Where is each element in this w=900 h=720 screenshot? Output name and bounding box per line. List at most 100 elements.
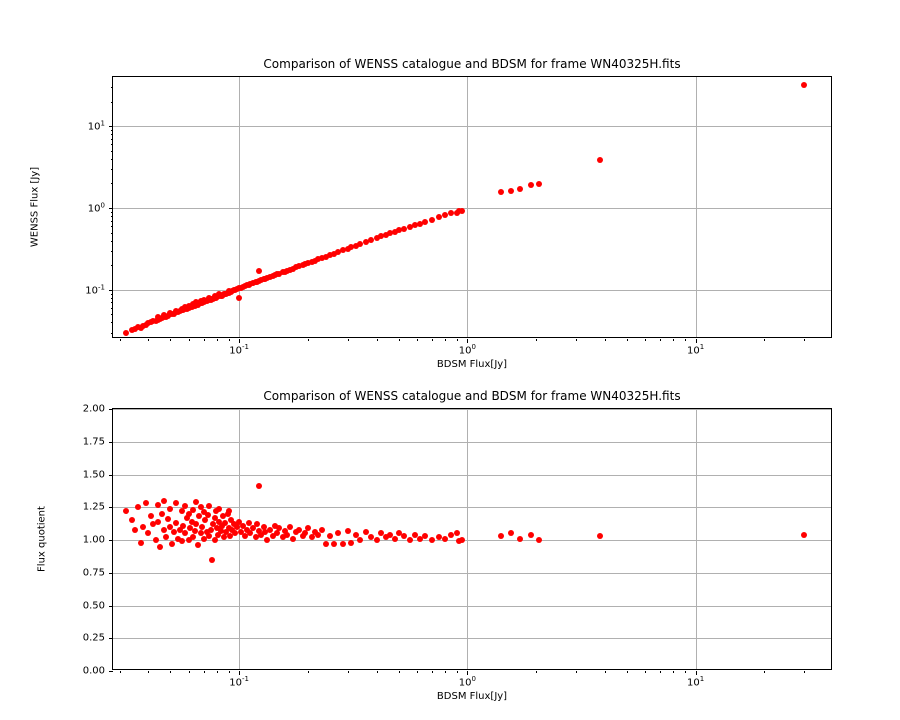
ytick [109,507,113,508]
data-point [143,500,149,506]
data-point [309,534,315,540]
data-point [528,532,534,538]
xtick-minor [377,671,378,673]
xtick-minor [170,671,171,673]
data-point [436,214,442,220]
data-point [182,530,188,536]
gridline-h [113,475,831,476]
xtick-minor [445,339,446,341]
top-xlabel: BDSM Flux[Jy] [437,359,507,370]
ytick-minor [111,298,113,299]
data-point [363,529,369,535]
ytick-minor [111,139,113,140]
xtick-minor [417,339,418,341]
ytick-label: 10-1 [85,283,105,296]
data-point [305,525,311,531]
data-point [597,157,603,163]
xtick-minor [417,671,418,673]
data-point [302,530,308,536]
data-point [153,537,159,543]
xtick-minor [660,339,661,341]
ytick-label: 101 [88,120,105,133]
xtick-minor [204,339,205,341]
gridline-v [467,77,468,337]
data-point [348,540,354,546]
data-point [155,502,161,508]
data-point [254,521,260,527]
xtick-minor [399,671,400,673]
ytick-minor [111,308,113,309]
xtick-minor [348,339,349,341]
gridline-h [113,126,831,127]
scatter-top-panel: Comparison of WENSS catalogue and BDSM f… [112,76,832,338]
xtick-minor [457,339,458,341]
data-point [161,527,167,533]
data-point [508,188,514,194]
data-point [167,506,173,512]
data-point [205,512,211,518]
ytick [109,475,113,476]
data-point [145,530,151,536]
data-point [517,536,523,542]
xtick-minor [308,339,309,341]
data-point [226,508,232,514]
data-point [801,532,807,538]
xtick-minor [445,671,446,673]
data-point [327,533,333,539]
xtick-minor [204,671,205,673]
data-point [165,516,171,522]
ytick [109,606,113,607]
data-point [436,534,442,540]
data-point [536,537,542,543]
ytick-label: 0.75 [83,567,105,578]
data-point [517,186,523,192]
data-point [459,537,465,543]
data-point [173,500,179,506]
data-point [801,82,807,88]
ytick-minor [111,221,113,222]
ytick-label: 0.00 [83,666,105,677]
data-point [195,542,201,548]
data-point [148,513,154,519]
ytick-label: 0.50 [83,600,105,611]
data-point [315,532,321,538]
bottom-xlabel: BDSM Flux[Jy] [437,691,507,702]
ytick-minor [111,130,113,131]
bottom-title: Comparison of WENSS catalogue and BDSM f… [263,389,680,403]
xtick-minor [217,339,218,341]
gridline-v [696,409,697,669]
data-point [190,507,196,513]
ytick-minor [111,183,113,184]
ytick-label: 1.00 [83,535,105,546]
ytick-minor [111,265,113,266]
data-point [236,295,242,301]
xtick-label: 100 [459,343,476,356]
data-point [216,506,222,512]
ytick-minor [111,134,113,135]
gridline-h [113,540,831,541]
xtick-minor [645,339,646,341]
ytick-minor [111,233,113,234]
ytick-label: 1.75 [83,436,105,447]
ytick-label: 0.25 [83,633,105,644]
figure: Comparison of WENSS catalogue and BDSM f… [0,0,900,720]
xtick-minor [645,671,646,673]
data-point [422,219,428,225]
xtick-minor [432,671,433,673]
data-point [374,537,380,543]
gridline-v [239,409,240,669]
data-point [429,217,435,223]
xtick-minor [120,671,121,673]
xtick-minor [576,671,577,673]
ytick-label: 1.50 [83,469,105,480]
ytick-minor [111,151,113,152]
gridline-h [113,606,831,607]
xtick-minor [377,339,378,341]
data-point [208,527,214,533]
ytick [109,409,113,410]
ytick-minor [111,226,113,227]
xtick-minor [536,339,537,341]
ytick [109,540,113,541]
data-point [180,523,186,529]
xtick-label: 100 [459,675,476,688]
